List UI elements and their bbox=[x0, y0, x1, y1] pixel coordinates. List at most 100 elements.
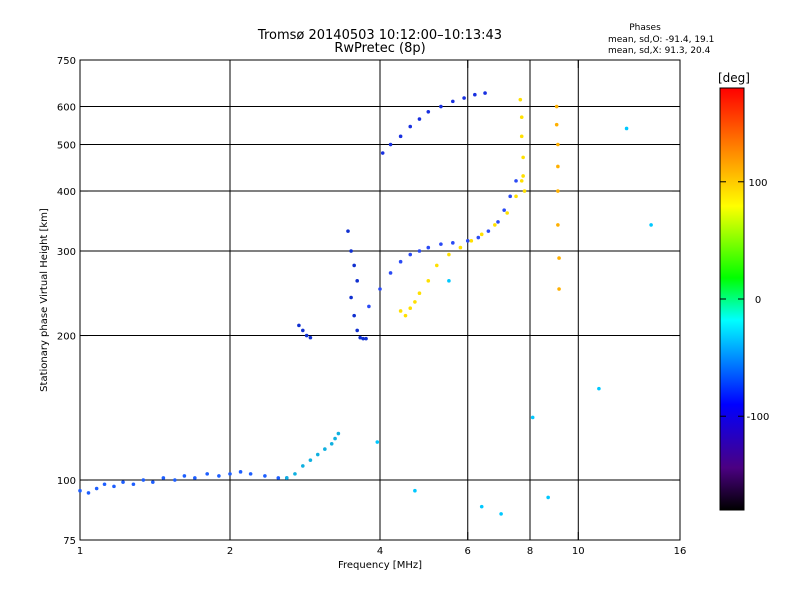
series-group bbox=[380, 91, 487, 155]
data-point bbox=[519, 134, 524, 139]
data-point bbox=[276, 476, 281, 480]
data-point bbox=[346, 229, 350, 233]
gridlines bbox=[80, 60, 680, 540]
data-point bbox=[388, 142, 393, 147]
y-axis-label: Stationary phase Virtual Height [km] bbox=[39, 208, 50, 392]
data-point bbox=[284, 476, 289, 480]
series-group bbox=[375, 126, 653, 516]
data-point bbox=[375, 440, 380, 444]
data-point bbox=[514, 194, 518, 199]
data-point bbox=[173, 478, 177, 482]
data-point bbox=[417, 117, 422, 121]
data-point bbox=[355, 279, 359, 283]
data-point bbox=[522, 189, 527, 193]
data-point bbox=[426, 109, 431, 114]
series-group bbox=[367, 179, 518, 309]
data-point bbox=[413, 300, 417, 304]
y-tick-label: 400 bbox=[57, 187, 76, 198]
x-tick-label: 6 bbox=[465, 546, 471, 557]
data-point bbox=[112, 484, 116, 489]
chart-subtitle: RwPretec (8p) bbox=[334, 41, 425, 56]
data-point bbox=[408, 252, 413, 257]
data-point bbox=[479, 232, 484, 237]
series-group bbox=[554, 104, 561, 291]
data-point bbox=[447, 279, 451, 283]
data-point bbox=[297, 323, 301, 328]
colorbar-tick-label: 100 bbox=[748, 178, 767, 189]
y-tick-label: 500 bbox=[57, 141, 76, 152]
x-tick-label: 10 bbox=[572, 546, 585, 557]
y-tick-label: 100 bbox=[57, 476, 76, 487]
data-point bbox=[508, 194, 512, 199]
data-point bbox=[554, 104, 559, 109]
data-point bbox=[293, 472, 297, 476]
data-point bbox=[352, 263, 356, 268]
x-tick-label: 4 bbox=[377, 546, 383, 557]
data-point bbox=[479, 504, 484, 509]
data-point bbox=[182, 474, 187, 478]
data-point bbox=[557, 287, 561, 291]
colorbar-tick-label: 0 bbox=[755, 295, 761, 306]
data-point bbox=[78, 488, 82, 493]
data-point bbox=[514, 179, 518, 183]
data-point bbox=[217, 474, 221, 478]
series-group bbox=[284, 431, 341, 480]
data-point bbox=[417, 291, 422, 296]
data-point bbox=[447, 252, 451, 257]
data-point bbox=[308, 335, 313, 340]
data-point bbox=[248, 472, 253, 476]
data-point bbox=[398, 134, 403, 139]
x-tick-label: 1 bbox=[77, 546, 83, 557]
data-point bbox=[556, 142, 560, 147]
data-point bbox=[151, 480, 155, 484]
data-point bbox=[439, 104, 443, 109]
data-point bbox=[417, 249, 422, 253]
data-point bbox=[413, 488, 417, 493]
data-point bbox=[473, 92, 477, 97]
y-tick-label: 75 bbox=[63, 536, 76, 547]
colorbar-ticks: 100 0 -100 bbox=[720, 178, 769, 423]
data-point bbox=[336, 431, 341, 436]
data-point bbox=[434, 263, 439, 268]
axis-ticks: 1 2 4 6 8 10 16 75 100 200 300 400 500 600 750 bbox=[57, 56, 686, 557]
data-point bbox=[86, 491, 91, 495]
x-axis-label: Frequency [MHz] bbox=[338, 560, 422, 571]
data-point bbox=[519, 115, 524, 120]
data-point bbox=[161, 476, 166, 480]
phases-x-stats: mean, sd,X: 91.3, 20.4 bbox=[608, 46, 711, 56]
chart-title: Tromsø 20140503 10:12:00–10:13:43 bbox=[257, 28, 502, 43]
data-point bbox=[556, 164, 560, 169]
data-point bbox=[426, 245, 431, 250]
data-points bbox=[78, 91, 653, 516]
data-point bbox=[308, 458, 313, 462]
data-point bbox=[388, 271, 393, 275]
data-point bbox=[378, 287, 382, 291]
data-point bbox=[352, 313, 356, 318]
data-point bbox=[361, 336, 365, 341]
phases-o-stats: mean, sd,O: -91.4, 19.1 bbox=[608, 35, 714, 45]
data-point bbox=[228, 472, 232, 476]
data-point bbox=[408, 124, 413, 129]
data-point bbox=[398, 309, 403, 313]
data-point bbox=[367, 304, 371, 309]
data-point bbox=[521, 174, 525, 178]
phases-title: Phases bbox=[629, 23, 661, 33]
data-point bbox=[556, 189, 560, 193]
data-point bbox=[380, 151, 385, 155]
data-point bbox=[530, 415, 535, 420]
data-point bbox=[458, 245, 463, 250]
data-point bbox=[499, 512, 503, 516]
y-tick-label: 600 bbox=[57, 103, 76, 114]
colorbar-tick-label: -100 bbox=[747, 412, 770, 423]
data-point bbox=[649, 223, 653, 227]
data-point bbox=[556, 223, 560, 227]
data-point bbox=[301, 328, 305, 333]
data-point bbox=[315, 452, 320, 457]
y-tick-label: 300 bbox=[57, 247, 76, 258]
data-point bbox=[521, 155, 525, 160]
data-point bbox=[483, 91, 487, 95]
colorbar-label: [deg] bbox=[718, 71, 750, 85]
data-point bbox=[518, 97, 523, 102]
data-point bbox=[451, 241, 455, 245]
data-point bbox=[493, 223, 497, 227]
